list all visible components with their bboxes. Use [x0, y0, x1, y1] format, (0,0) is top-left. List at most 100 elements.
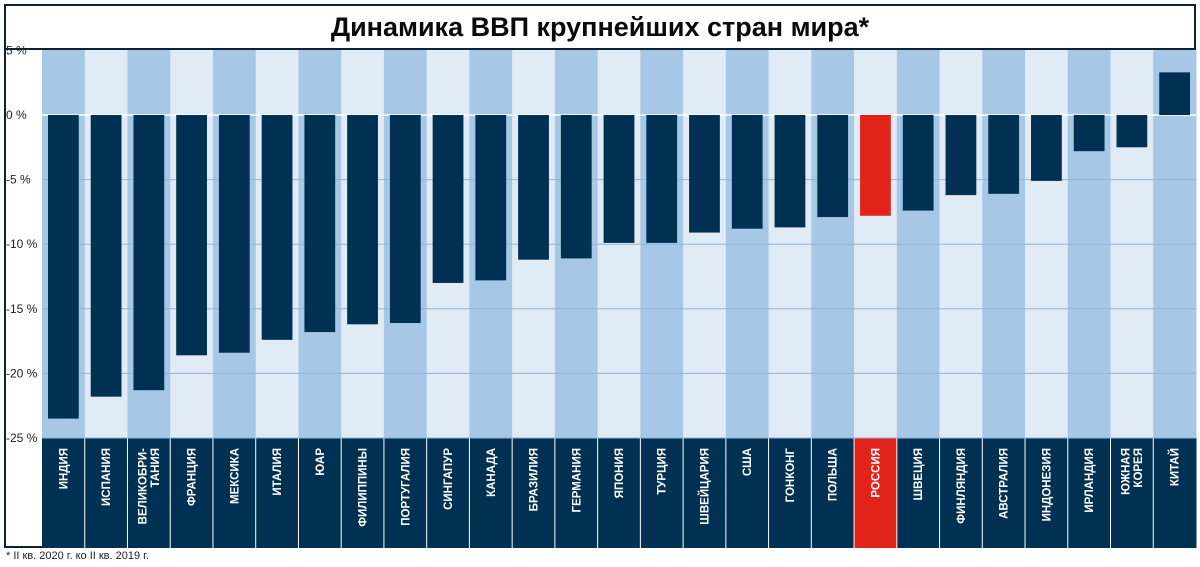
label-cell [1067, 438, 1112, 548]
bar [1073, 115, 1105, 152]
x-tick-label: ПОРТУГАЛИЯ [400, 448, 412, 526]
label-cell [341, 438, 385, 548]
x-tick-label-line: ИНДОНЕЗИЯ [1041, 448, 1053, 521]
bar [860, 115, 891, 216]
bar [817, 115, 849, 218]
x-tick-label: ЯПОНИЯ [614, 448, 626, 498]
label-cell [469, 438, 513, 548]
x-tick-label-line: США [742, 448, 754, 476]
bar [603, 115, 635, 243]
x-tick-label: ЮЖНАЯКОРЕЯ [1121, 448, 1146, 495]
bar [304, 115, 336, 333]
x-tick-label: КИТАЙ [1169, 448, 1182, 486]
bar [902, 115, 934, 211]
x-tick-label-line: ТАНИЯ [150, 448, 162, 487]
label-cell [640, 438, 684, 548]
x-tick-label-line: РОССИЯ [870, 448, 882, 498]
x-tick-label: МЕКСИКА [229, 448, 241, 504]
y-tick-label: 5 % [6, 43, 27, 57]
x-tick-label: ИНДОНЕЗИЯ [1041, 448, 1053, 521]
x-tick-label: АВСТРАЛИЯ [999, 448, 1011, 519]
bar [218, 115, 250, 353]
x-tick-label-line: ЮАР [315, 448, 327, 476]
x-tick-label: БРАЗИЛИЯ [529, 448, 541, 511]
label-cell [768, 438, 812, 548]
bar [347, 115, 378, 325]
x-tick-label: США [742, 448, 754, 476]
x-tick-label-line: ИНДИЯ [58, 448, 70, 489]
label-cell [426, 438, 470, 548]
label-cell [42, 438, 86, 548]
x-tick-label: ГЕРМАНИЯ [571, 448, 583, 512]
label-cell [212, 438, 257, 548]
bar [774, 115, 806, 228]
x-tick-label-line: ШВЕЙЦАРИЯ [698, 448, 711, 525]
label-cell [383, 438, 428, 548]
x-tick-label-line: ГОНКОНГ [785, 448, 797, 503]
label-cell [1025, 438, 1069, 548]
bar [945, 115, 977, 196]
chart-title: Динамика ВВП крупнейших стран мира* [330, 11, 870, 42]
bar [518, 115, 549, 260]
y-tick-label: 0 % [6, 108, 27, 122]
x-tick-label-line: КОРЕЯ [1133, 448, 1145, 488]
bar [432, 115, 464, 283]
bar [731, 115, 763, 229]
x-tick-label-line: КАНАДА [486, 448, 498, 497]
x-tick-label-line: ИРЛАНДИЯ [1084, 448, 1096, 513]
x-tick-label-line: ФРАНЦИЯ [187, 448, 199, 506]
x-tick-label: ФИЛИППИНЫ [358, 448, 370, 527]
label-cell [854, 438, 898, 548]
x-tick-label-line: ШВЕЦИЯ [913, 448, 925, 500]
bar [1116, 115, 1148, 148]
x-tick-label: РОССИЯ [870, 448, 882, 498]
label-cell [554, 438, 599, 548]
x-tick-label: ФРАНЦИЯ [187, 448, 199, 506]
label-cell [255, 438, 299, 548]
x-tick-label-line: ТУРЦИЯ [657, 448, 669, 495]
x-tick-label-line: КИТАЙ [1169, 448, 1182, 486]
bar [261, 115, 293, 340]
bar [389, 115, 421, 324]
label-cell [896, 438, 941, 548]
label-cell [982, 438, 1026, 548]
x-tick-label-line: ПОЛЬША [828, 448, 840, 501]
bar [90, 115, 122, 397]
x-tick-label: ШВЕЙЦАРИЯ [698, 448, 711, 525]
bar [1159, 72, 1191, 115]
label-cell [127, 438, 171, 548]
label-cell [84, 438, 128, 548]
x-tick-label-line: АВСТРАЛИЯ [999, 448, 1011, 519]
x-tick-label-line: ЯПОНИЯ [614, 448, 626, 498]
label-cell [811, 438, 855, 548]
x-tick-label-line: ИСПАНИЯ [101, 448, 113, 506]
x-tick-label: СИНГАПУР [443, 448, 455, 510]
bar [988, 115, 1020, 194]
bar [475, 115, 507, 281]
bar [47, 115, 79, 419]
x-tick-label: ВЕЛИКОБРИ-ТАНИЯ [138, 448, 163, 524]
label-cell [170, 438, 214, 548]
x-tick-label: ИНДИЯ [58, 448, 70, 489]
x-tick-label-line: БРАЗИЛИЯ [529, 448, 541, 511]
x-tick-label: ТУРЦИЯ [657, 448, 669, 495]
bar [560, 115, 592, 259]
x-tick-label-line: ВЕЛИКОБРИ- [138, 448, 150, 524]
x-tick-label: ГОНКОНГ [785, 448, 797, 503]
label-cell [1153, 438, 1197, 548]
bar [646, 115, 678, 243]
x-tick-label: ФИНЛЯНДИЯ [956, 448, 968, 524]
label-cell [597, 438, 641, 548]
label-cell [298, 438, 342, 548]
x-tick-label-line: ИТАЛИЯ [272, 448, 284, 496]
label-cell [683, 438, 727, 548]
x-tick-label: ИТАЛИЯ [272, 448, 284, 496]
x-tick-label-line: ФИНЛЯНДИЯ [956, 448, 968, 524]
label-cell [939, 438, 983, 548]
x-tick-label: ИРЛАНДИЯ [1084, 448, 1096, 513]
label-cell [1110, 438, 1154, 548]
bar [176, 115, 207, 356]
title-bar: Динамика ВВП крупнейших стран мира* [6, 6, 1194, 50]
y-tick-label: -25 % [6, 431, 38, 445]
bar [1031, 115, 1062, 181]
